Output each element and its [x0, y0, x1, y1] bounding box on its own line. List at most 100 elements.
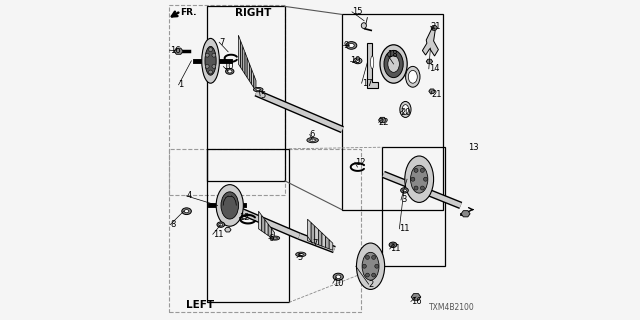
- Ellipse shape: [217, 222, 225, 227]
- Polygon shape: [225, 228, 231, 232]
- Polygon shape: [307, 219, 311, 242]
- Polygon shape: [265, 220, 268, 236]
- Text: 3: 3: [401, 196, 406, 204]
- Ellipse shape: [202, 38, 220, 83]
- Ellipse shape: [298, 253, 303, 255]
- Ellipse shape: [256, 89, 260, 91]
- Polygon shape: [268, 224, 271, 238]
- Ellipse shape: [403, 189, 406, 192]
- Text: 8: 8: [170, 220, 175, 229]
- Polygon shape: [243, 46, 245, 74]
- Ellipse shape: [219, 223, 223, 226]
- Circle shape: [205, 64, 209, 68]
- Bar: [342, 14, 443, 210]
- Polygon shape: [329, 240, 333, 250]
- Text: 21: 21: [430, 22, 441, 31]
- Polygon shape: [239, 35, 241, 68]
- Polygon shape: [247, 58, 250, 81]
- Ellipse shape: [371, 56, 374, 69]
- Text: LEFT: LEFT: [186, 300, 214, 310]
- Ellipse shape: [405, 156, 434, 202]
- Polygon shape: [367, 43, 378, 88]
- Circle shape: [209, 70, 212, 74]
- Ellipse shape: [400, 101, 411, 117]
- Polygon shape: [262, 215, 265, 233]
- Ellipse shape: [362, 252, 379, 280]
- Bar: [169, 5, 285, 195]
- Circle shape: [414, 186, 418, 190]
- Ellipse shape: [333, 273, 344, 280]
- Text: 6: 6: [269, 234, 274, 243]
- Text: 21: 21: [431, 90, 442, 99]
- Text: 10: 10: [223, 62, 234, 71]
- Ellipse shape: [253, 87, 263, 92]
- Circle shape: [212, 64, 216, 68]
- Polygon shape: [250, 64, 252, 84]
- Ellipse shape: [401, 188, 408, 193]
- Ellipse shape: [388, 56, 399, 72]
- Ellipse shape: [226, 68, 234, 74]
- Text: 1: 1: [179, 80, 184, 89]
- Ellipse shape: [406, 67, 420, 87]
- Ellipse shape: [182, 208, 191, 214]
- Text: TXM4B2100: TXM4B2100: [429, 303, 475, 312]
- Circle shape: [420, 168, 424, 172]
- Ellipse shape: [353, 58, 362, 64]
- Polygon shape: [429, 89, 435, 93]
- Text: 19: 19: [350, 56, 360, 65]
- Ellipse shape: [408, 70, 417, 83]
- Polygon shape: [259, 211, 262, 231]
- Ellipse shape: [403, 105, 409, 114]
- Ellipse shape: [273, 237, 278, 239]
- Bar: [383, 147, 445, 266]
- Bar: [207, 6, 285, 181]
- Polygon shape: [311, 223, 315, 244]
- Ellipse shape: [184, 210, 189, 213]
- Ellipse shape: [349, 44, 355, 47]
- Circle shape: [365, 255, 369, 260]
- Text: 7: 7: [312, 239, 317, 248]
- Polygon shape: [426, 59, 433, 64]
- Text: 16: 16: [411, 297, 422, 306]
- Ellipse shape: [356, 243, 385, 289]
- Circle shape: [209, 48, 212, 52]
- Polygon shape: [422, 29, 438, 56]
- Polygon shape: [412, 294, 421, 300]
- Ellipse shape: [216, 185, 243, 226]
- Text: 11: 11: [390, 244, 400, 253]
- Ellipse shape: [221, 192, 239, 219]
- Ellipse shape: [411, 165, 428, 193]
- Bar: [169, 149, 361, 312]
- Text: 7: 7: [219, 38, 225, 47]
- Text: 11: 11: [212, 230, 223, 239]
- Text: 18: 18: [387, 50, 398, 59]
- Text: 6: 6: [310, 130, 315, 139]
- Text: 10: 10: [333, 279, 343, 288]
- Polygon shape: [252, 69, 254, 88]
- Text: 11: 11: [399, 224, 410, 233]
- Text: 15: 15: [352, 7, 362, 16]
- Polygon shape: [241, 41, 243, 71]
- Text: 9: 9: [343, 41, 348, 50]
- Polygon shape: [254, 75, 256, 91]
- Ellipse shape: [389, 242, 397, 247]
- Text: 2: 2: [369, 280, 374, 289]
- Text: 20: 20: [400, 108, 410, 117]
- Circle shape: [424, 177, 428, 181]
- Polygon shape: [326, 236, 329, 249]
- Text: 5: 5: [260, 92, 266, 100]
- Ellipse shape: [356, 59, 360, 62]
- Ellipse shape: [380, 45, 407, 83]
- Text: 4: 4: [186, 191, 191, 200]
- Ellipse shape: [228, 70, 232, 73]
- Circle shape: [372, 255, 376, 260]
- Text: 14: 14: [429, 64, 439, 73]
- Ellipse shape: [205, 46, 216, 75]
- Circle shape: [411, 177, 415, 181]
- Ellipse shape: [307, 138, 319, 143]
- Ellipse shape: [336, 275, 341, 279]
- Text: 5: 5: [297, 253, 302, 262]
- Text: 17: 17: [362, 79, 372, 88]
- Ellipse shape: [310, 139, 316, 141]
- Ellipse shape: [346, 42, 357, 49]
